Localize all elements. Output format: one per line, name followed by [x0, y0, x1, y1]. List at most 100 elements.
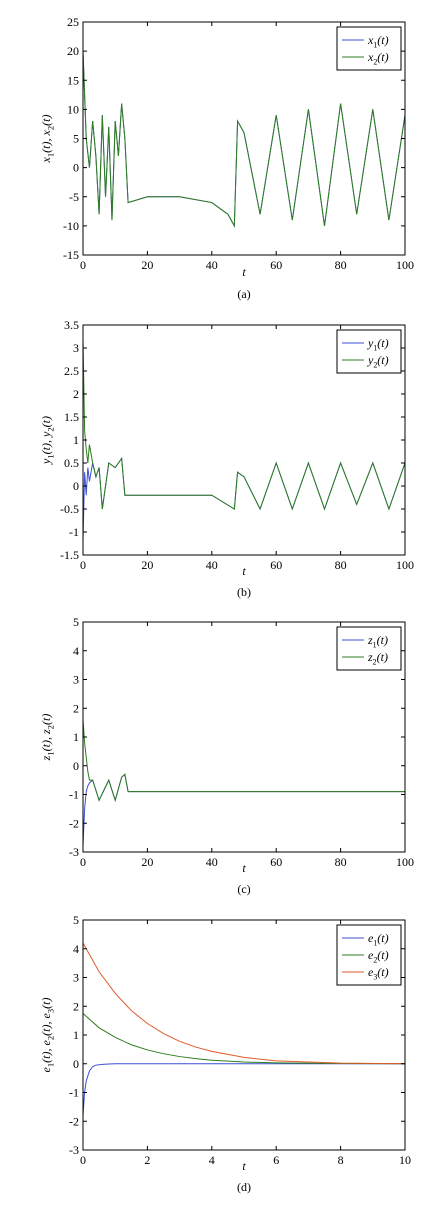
- x-axis-label: t: [242, 564, 246, 578]
- panel-caption: (b): [237, 585, 251, 599]
- legend-box: [336, 329, 402, 374]
- series-line-1: [83, 456, 405, 542]
- x-tick-label: 4: [209, 1153, 215, 1167]
- y-tick-label: -10: [63, 219, 79, 233]
- y-tick-label: -0.5: [60, 502, 79, 516]
- y-tick-label: 15: [67, 73, 79, 87]
- y-tick-label: 1: [73, 433, 79, 447]
- legend-box: [336, 26, 402, 71]
- x-tick-label: 100: [396, 855, 414, 869]
- y-axis-label: z1(t), z2(t): [39, 714, 56, 762]
- y-tick-label: -1: [69, 525, 79, 539]
- x-tick-label: 10: [399, 1153, 411, 1167]
- y-tick-label: 3: [73, 971, 79, 985]
- y-tick-label: 10: [67, 102, 79, 116]
- legend-entry: x2(t): [367, 50, 389, 66]
- y-tick-label: -2: [69, 1114, 79, 1128]
- legend-entry: x1(t): [367, 33, 389, 49]
- y-tick-label: 5: [73, 913, 79, 927]
- x-tick-label: 0: [80, 1153, 86, 1167]
- legend-entry: z1(t): [367, 633, 388, 649]
- legend-entry: e1(t): [368, 931, 389, 947]
- y-tick-label: 1: [73, 730, 79, 744]
- x-tick-label: 2: [144, 1153, 150, 1167]
- y-tick-label: -2: [69, 816, 79, 830]
- y-tick-label: 20: [67, 44, 79, 58]
- x-tick-label: 100: [396, 258, 414, 272]
- series-line-1: [83, 773, 405, 847]
- panel-caption: (d): [237, 1180, 251, 1194]
- y-tick-label: -3: [69, 845, 79, 859]
- y-tick-label: 1: [73, 1028, 79, 1042]
- x-tick-label: 40: [206, 855, 218, 869]
- x-tick-label: 6: [273, 1153, 279, 1167]
- series-line-1: [83, 1063, 405, 1116]
- x-tick-label: 60: [270, 558, 282, 572]
- y-tick-label: 0: [73, 479, 79, 493]
- x-tick-label: 20: [141, 258, 153, 272]
- chart-panel-4: 0 2 4 6 8 10 -3 -2 -1 0 1 2 3 4 5 t e1(t), e2(t), e3(t) (…: [39, 913, 411, 1194]
- x-tick-label: 80: [335, 258, 347, 272]
- x-axis-label: t: [242, 861, 246, 875]
- legend: y1(t)y2(t): [336, 329, 402, 374]
- series-line-2: [83, 1013, 405, 1065]
- y-tick-label: 2: [73, 999, 79, 1013]
- y-tick-label: -5: [69, 190, 79, 204]
- x-axis-label: t: [242, 265, 246, 279]
- x-tick-label: 100: [396, 558, 414, 572]
- x-tick-label: 40: [206, 258, 218, 272]
- legend-entry: y2(t): [367, 353, 389, 369]
- y-tick-label: 2: [73, 701, 79, 715]
- y-tick-label: 0: [73, 759, 79, 773]
- series-line-2: [83, 51, 405, 228]
- y-tick-label: 5: [73, 132, 79, 146]
- series-line-2: [83, 719, 405, 802]
- y-tick-label: -3: [69, 1143, 79, 1157]
- y-tick-label: -1.5: [60, 548, 79, 562]
- panel-caption: (a): [237, 287, 250, 301]
- x-tick-label: 0: [80, 558, 86, 572]
- y-axis-label: y1(t), y2(t): [39, 416, 56, 465]
- panel-caption: (c): [237, 882, 250, 896]
- x-tick-label: 80: [335, 855, 347, 869]
- x-tick-label: 60: [270, 258, 282, 272]
- y-tick-label: 25: [67, 15, 79, 29]
- legend-entry: e2(t): [368, 948, 389, 964]
- x-tick-label: 40: [206, 558, 218, 572]
- series-line-2: [83, 338, 405, 511]
- legend-entry: z2(t): [367, 650, 388, 666]
- y-tick-label: 1.5: [64, 410, 79, 424]
- series-line-3: [83, 942, 405, 1065]
- x-tick-label: 60: [270, 855, 282, 869]
- y-tick-label: 4: [73, 942, 79, 956]
- legend: z1(t)z2(t): [336, 626, 402, 671]
- x-tick-label: 80: [335, 558, 347, 572]
- x-tick-label: 20: [141, 558, 153, 572]
- x-tick-label: 0: [80, 258, 86, 272]
- chart-panel-2: 0 20 40 60 80 100 -1.5 -1 -0.5 0 0.5 1 1.5 2 2.5 3 3.5 t y…: [39, 318, 414, 599]
- legend-entry: y1(t): [367, 336, 389, 352]
- y-tick-label: 0: [73, 161, 79, 175]
- y-tick-label: 2.5: [64, 364, 79, 378]
- y-tick-label: 5: [73, 615, 79, 629]
- y-tick-label: 3.5: [64, 318, 79, 332]
- y-tick-label: 3: [73, 673, 79, 687]
- y-axis-label: x1(t), x2(t): [39, 115, 56, 164]
- y-tick-label: 0: [73, 1057, 79, 1071]
- x-tick-label: 20: [141, 855, 153, 869]
- x-tick-label: 0: [80, 855, 86, 869]
- y-tick-label: -1: [69, 1086, 79, 1100]
- chart-panel-3: 0 20 40 60 80 100 -3 -2 -1 0 1 2 3 4 5 t z1(t), z2(t) (c)…: [39, 615, 414, 896]
- series-line-1: [83, 51, 405, 228]
- y-tick-label: -1: [69, 788, 79, 802]
- x-axis-label: t: [242, 1159, 246, 1173]
- x-tick-label: 8: [338, 1153, 344, 1167]
- legend: e1(t)e2(t)e3(t): [336, 924, 402, 986]
- y-axis-label: e1(t), e2(t), e3(t): [39, 998, 56, 1073]
- legend-entry: e3(t): [368, 965, 389, 981]
- y-tick-label: 3: [73, 341, 79, 355]
- y-tick-label: -15: [63, 248, 79, 262]
- y-tick-label: 4: [73, 644, 79, 658]
- y-tick-label: 2: [73, 387, 79, 401]
